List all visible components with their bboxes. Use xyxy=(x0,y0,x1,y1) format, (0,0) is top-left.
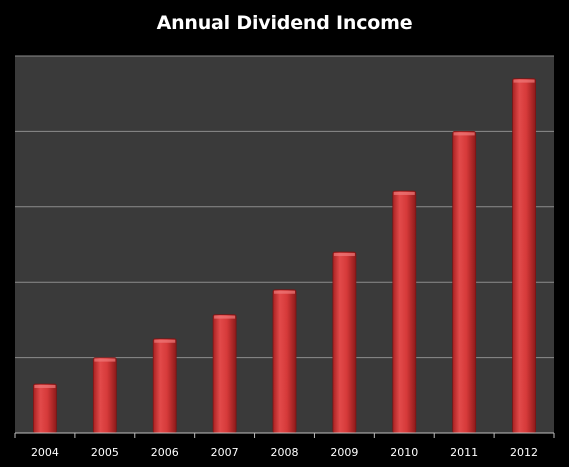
x-tick-label: 2004 xyxy=(31,446,59,459)
x-tick-label: 2009 xyxy=(330,446,358,459)
bar-highlight-2009 xyxy=(333,253,355,257)
bar-2008 xyxy=(272,289,297,434)
x-tick-labels: 2004 2005 2006 2007 2008 2009 2010 2011 2012 xyxy=(31,446,538,459)
x-tick-label: 2010 xyxy=(390,446,418,459)
bar-2010 xyxy=(392,190,417,434)
x-tick-label: 2011 xyxy=(450,446,478,459)
x-axis xyxy=(14,432,555,438)
bar-2004 xyxy=(33,383,57,434)
x-tick-label: 2008 xyxy=(271,446,299,459)
bar-2005 xyxy=(92,357,117,434)
bar-2009 xyxy=(332,251,357,434)
bar-highlight-2010 xyxy=(393,191,415,195)
x-tick-label: 2007 xyxy=(211,446,239,459)
x-tick-label: 2006 xyxy=(151,446,179,459)
chart-title: Annual Dividend Income xyxy=(156,12,413,34)
bar-highlight-2011 xyxy=(453,132,475,136)
bar-highlight-2012 xyxy=(513,79,535,83)
bar-highlight-2005 xyxy=(94,358,116,362)
x-tick-label: 2012 xyxy=(510,446,538,459)
bar-highlight-2007 xyxy=(214,315,236,319)
bar-2007 xyxy=(212,314,237,434)
bar-highlight-2006 xyxy=(154,339,176,343)
bar-2011 xyxy=(452,130,477,434)
x-tick-label: 2005 xyxy=(91,446,119,459)
bar-highlight-2008 xyxy=(274,290,295,294)
bar-highlight-2004 xyxy=(34,384,56,388)
bar-2012 xyxy=(512,78,536,434)
bars xyxy=(33,78,536,434)
bar-2006 xyxy=(152,338,177,434)
